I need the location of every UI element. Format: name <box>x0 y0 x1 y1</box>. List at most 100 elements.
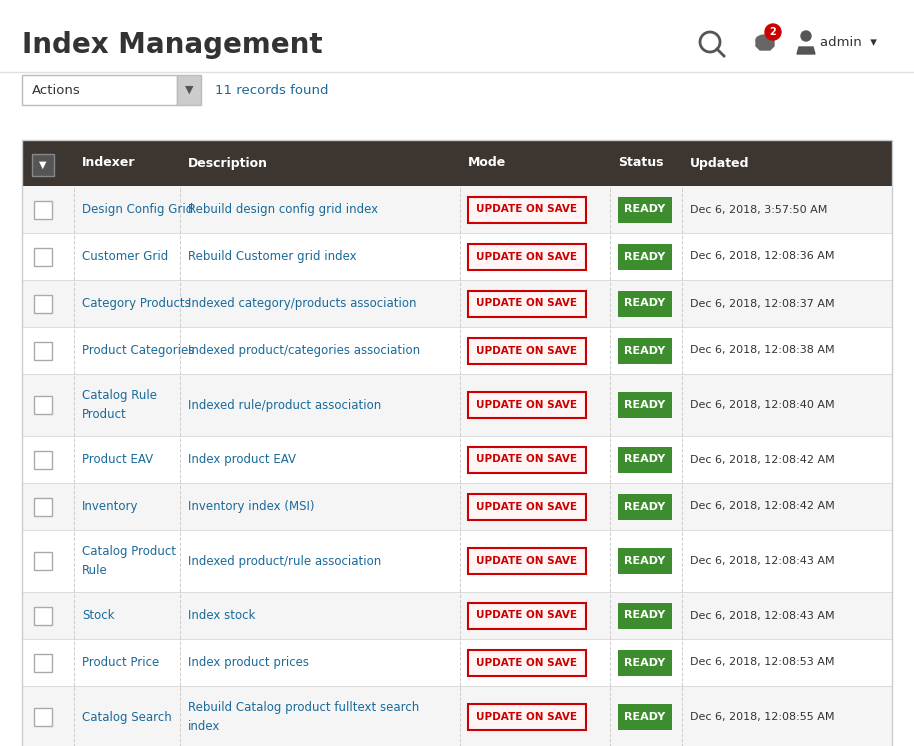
Bar <box>468 290 586 316</box>
Text: Dec 6, 2018, 12:08:42 AM: Dec 6, 2018, 12:08:42 AM <box>690 454 834 465</box>
Bar <box>468 337 586 363</box>
Bar <box>618 290 672 316</box>
Bar <box>22 75 177 105</box>
Bar <box>618 447 672 472</box>
Bar <box>618 392 672 418</box>
Bar <box>34 396 52 414</box>
Text: Actions: Actions <box>32 84 80 96</box>
Text: Index Management: Index Management <box>22 31 323 59</box>
Text: Indexed category/products association: Indexed category/products association <box>188 297 417 310</box>
Text: Status: Status <box>618 157 664 169</box>
Bar <box>34 451 52 468</box>
Text: READY: READY <box>624 298 665 309</box>
Text: index: index <box>188 719 220 733</box>
Text: Dec 6, 2018, 12:08:55 AM: Dec 6, 2018, 12:08:55 AM <box>690 712 834 722</box>
Bar <box>22 327 892 374</box>
Bar <box>468 243 586 269</box>
Text: Index product prices: Index product prices <box>188 656 309 669</box>
Text: Catalog Product: Catalog Product <box>82 545 176 559</box>
Bar <box>22 374 892 436</box>
Bar <box>618 603 672 628</box>
Text: admin  ▾: admin ▾ <box>820 37 877 49</box>
Text: Rebuild Customer grid index: Rebuild Customer grid index <box>188 250 356 263</box>
Bar <box>34 342 52 360</box>
Text: Mode: Mode <box>468 157 506 169</box>
Bar <box>34 606 52 624</box>
Text: Rebuild Catalog product fulltext search: Rebuild Catalog product fulltext search <box>188 701 420 715</box>
Polygon shape <box>756 35 774 40</box>
Text: UPDATE ON SAVE: UPDATE ON SAVE <box>476 400 578 410</box>
Text: Dec 6, 2018, 12:08:42 AM: Dec 6, 2018, 12:08:42 AM <box>690 501 834 512</box>
Bar <box>177 75 201 105</box>
Bar <box>468 603 586 628</box>
Bar <box>468 196 586 222</box>
Text: READY: READY <box>624 251 665 262</box>
Bar <box>34 552 52 570</box>
Text: UPDATE ON SAVE: UPDATE ON SAVE <box>476 345 578 356</box>
Text: Catalog Search: Catalog Search <box>82 710 172 724</box>
Text: Rebuild design config grid index: Rebuild design config grid index <box>188 203 378 216</box>
Text: Inventory: Inventory <box>82 500 139 513</box>
Text: Index product EAV: Index product EAV <box>188 453 296 466</box>
Text: UPDATE ON SAVE: UPDATE ON SAVE <box>476 610 578 621</box>
Bar <box>22 186 892 233</box>
Text: Customer Grid: Customer Grid <box>82 250 168 263</box>
Text: Stock: Stock <box>82 609 114 622</box>
Polygon shape <box>756 40 774 50</box>
Text: Product: Product <box>82 407 127 421</box>
Bar <box>22 483 892 530</box>
Bar <box>32 154 54 176</box>
Bar <box>618 494 672 519</box>
Text: Product Price: Product Price <box>82 656 159 669</box>
Bar <box>468 494 586 519</box>
Text: Catalog Rule: Catalog Rule <box>82 389 157 403</box>
Text: 11 records found: 11 records found <box>215 84 328 96</box>
Text: Rule: Rule <box>82 563 108 577</box>
Text: Indexer: Indexer <box>82 157 135 169</box>
Polygon shape <box>797 47 815 54</box>
Text: READY: READY <box>624 610 665 621</box>
Text: Dec 6, 2018, 12:08:43 AM: Dec 6, 2018, 12:08:43 AM <box>690 610 834 621</box>
Bar <box>22 592 892 639</box>
Text: Dec 6, 2018, 12:08:38 AM: Dec 6, 2018, 12:08:38 AM <box>690 345 834 356</box>
Text: UPDATE ON SAVE: UPDATE ON SAVE <box>476 204 578 215</box>
Text: READY: READY <box>624 501 665 512</box>
Text: READY: READY <box>624 657 665 668</box>
Text: Category Products: Category Products <box>82 297 191 310</box>
Text: UPDATE ON SAVE: UPDATE ON SAVE <box>476 556 578 566</box>
Text: ▼: ▼ <box>185 85 193 95</box>
Text: UPDATE ON SAVE: UPDATE ON SAVE <box>476 501 578 512</box>
Text: UPDATE ON SAVE: UPDATE ON SAVE <box>476 712 578 722</box>
Bar <box>22 280 892 327</box>
Bar <box>34 201 52 219</box>
Bar <box>618 650 672 675</box>
Text: ▼: ▼ <box>39 160 47 170</box>
Text: READY: READY <box>624 712 665 722</box>
Text: Product Categories: Product Categories <box>82 344 195 357</box>
Bar <box>468 447 586 472</box>
Text: 2: 2 <box>770 27 776 37</box>
Bar <box>34 653 52 671</box>
Bar <box>618 337 672 363</box>
Bar <box>34 708 52 726</box>
Bar <box>618 704 672 730</box>
Bar <box>618 243 672 269</box>
Circle shape <box>801 31 811 41</box>
Text: Description: Description <box>188 157 268 169</box>
Text: Dec 6, 2018, 12:08:53 AM: Dec 6, 2018, 12:08:53 AM <box>690 657 834 668</box>
Text: Indexed product/categories association: Indexed product/categories association <box>188 344 420 357</box>
Text: READY: READY <box>624 204 665 215</box>
Text: READY: READY <box>624 345 665 356</box>
Bar <box>468 650 586 675</box>
Bar <box>618 548 672 574</box>
Text: Dec 6, 2018, 12:08:36 AM: Dec 6, 2018, 12:08:36 AM <box>690 251 834 262</box>
Bar <box>618 196 672 222</box>
Text: Dec 6, 2018, 12:08:43 AM: Dec 6, 2018, 12:08:43 AM <box>690 556 834 566</box>
Text: Dec 6, 2018, 12:08:40 AM: Dec 6, 2018, 12:08:40 AM <box>690 400 834 410</box>
Bar <box>468 548 586 574</box>
Bar <box>22 686 892 746</box>
Text: Index stock: Index stock <box>188 609 255 622</box>
Text: Dec 6, 2018, 3:57:50 AM: Dec 6, 2018, 3:57:50 AM <box>690 204 827 215</box>
Bar <box>34 248 52 266</box>
Text: Indexed rule/product association: Indexed rule/product association <box>188 398 381 412</box>
